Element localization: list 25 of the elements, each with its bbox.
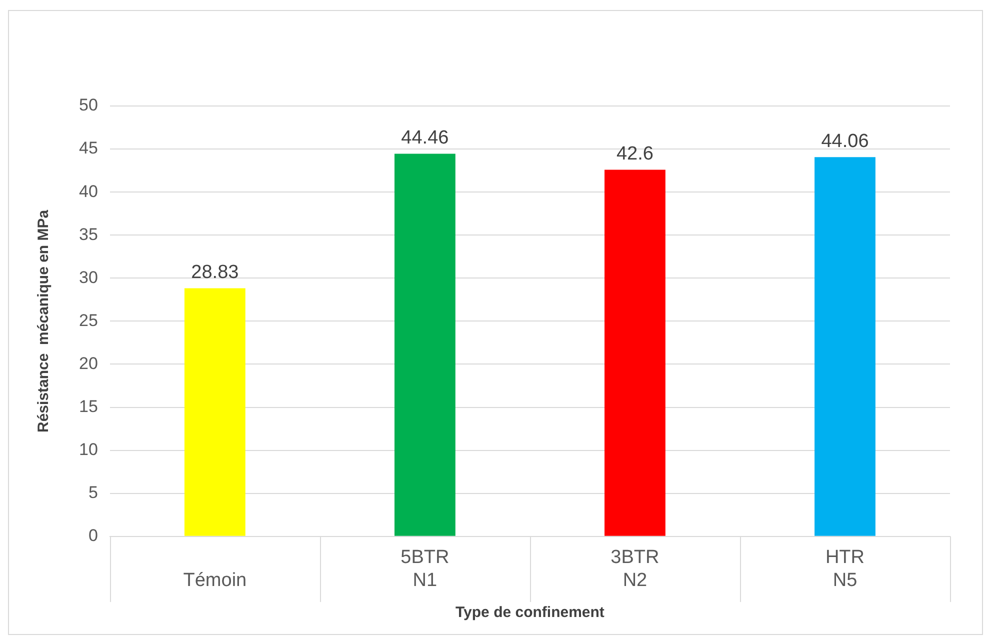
x-axis-title: Type de confinement [455, 604, 604, 622]
data-label: 28.83 [191, 262, 239, 283]
x-tick-label: 5BTR N1 [400, 547, 450, 591]
data-label: 42.6 [616, 143, 654, 164]
data-label: 44.06 [821, 130, 869, 152]
x-tick-label: Témoin [183, 570, 247, 591]
bar [604, 170, 666, 536]
x-tick-label: HTR N5 [825, 547, 865, 591]
y-axis-title: Résistance mécanique en MPa [35, 209, 52, 432]
bar [184, 288, 246, 536]
y-tick-label: 25 [78, 310, 98, 330]
y-tick-label: 10 [78, 440, 98, 460]
data-label: 44.46 [401, 127, 449, 148]
y-tick-label: 45 [78, 138, 98, 158]
y-tick-label: 50 [78, 96, 98, 115]
y-tick-label: 35 [78, 224, 98, 244]
bar [394, 154, 456, 536]
y-tick-label: 15 [78, 396, 98, 416]
y-tick-label: 0 [88, 526, 98, 546]
y-tick-label: 20 [78, 354, 98, 373]
bar [814, 157, 876, 536]
y-tick-label: 40 [78, 182, 98, 201]
y-tick-label: 30 [78, 268, 98, 287]
x-tick-label: 3BTR N2 [610, 547, 660, 591]
y-tick-label: 5 [88, 483, 98, 502]
